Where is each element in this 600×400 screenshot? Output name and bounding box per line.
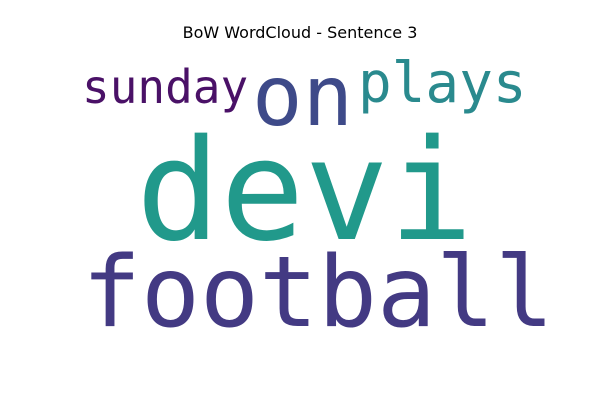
word-on: on (252, 47, 354, 145)
wordcloud-title: BoW WordCloud - Sentence 3 (182, 23, 418, 42)
word-devi: devi (136, 110, 474, 273)
word-plays: plays (358, 51, 527, 116)
word-sunday: sunday (82, 60, 249, 114)
word-football: football (82, 236, 555, 350)
